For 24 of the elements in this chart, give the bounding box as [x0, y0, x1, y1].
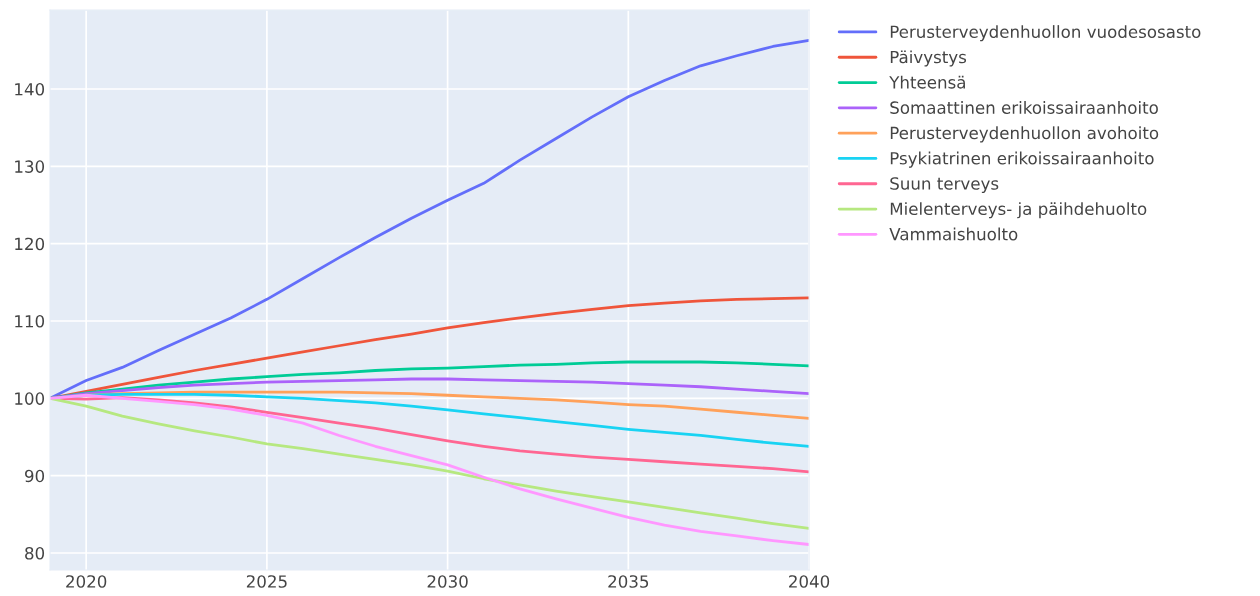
y-tick-label: 140 [15, 82, 45, 96]
x-tick-label: 2030 [427, 575, 468, 588]
x-tick-label: 2020 [66, 575, 107, 588]
y-tick-label: 110 [15, 314, 45, 328]
legend-label: Mielenterveys- ja päihdehuolto [890, 202, 1147, 219]
legend-label: Vammaishuolto [889, 227, 1018, 241]
y-tick-label: 90 [25, 469, 45, 483]
legend-label: Perusterveydenhuollon avohoito [890, 126, 1159, 143]
y-tick-label: 80 [25, 546, 45, 560]
legend-label: Suun terveys [890, 177, 999, 194]
legend-label: Psykiatrinen erikoissairaanhoito [890, 151, 1154, 168]
legend-label: Yhteensä [889, 75, 965, 89]
y-tick-label: 100 [15, 392, 45, 405]
x-tick-label: 2035 [608, 575, 649, 588]
x-tick-label: 2025 [246, 575, 287, 588]
y-tick-label: 120 [15, 237, 45, 251]
legend-label: Perusterveydenhuollon vuodesosasto [890, 25, 1201, 42]
line-series [50, 296, 810, 400]
legend-label: Somaattinen erikoissairaanhoito [890, 101, 1158, 114]
line-series [50, 377, 810, 400]
x-tick-label: 2040 [789, 575, 830, 588]
legend-label: Päivystys [890, 50, 967, 67]
line-series [50, 38, 810, 400]
y-tick-label: 130 [15, 160, 45, 173]
